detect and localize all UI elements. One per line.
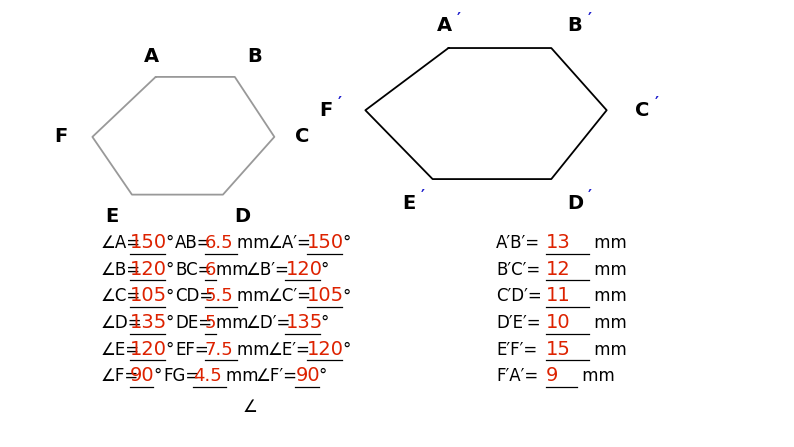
Text: mm: mm — [216, 314, 253, 332]
Text: mm: mm — [589, 234, 626, 252]
Text: F: F — [319, 101, 333, 120]
Text: 120: 120 — [286, 260, 322, 278]
Text: AB=: AB= — [175, 234, 212, 252]
Text: 120: 120 — [307, 340, 344, 358]
Text: mm: mm — [589, 261, 626, 278]
Text: ′: ′ — [654, 96, 658, 111]
Text: 90: 90 — [130, 366, 155, 385]
Text: ∠A′=: ∠A′= — [268, 234, 311, 252]
Text: 15: 15 — [545, 340, 571, 358]
Text: E′F′=: E′F′= — [496, 341, 538, 358]
Text: 90: 90 — [295, 366, 320, 385]
Text: ′: ′ — [588, 12, 592, 27]
Text: 10: 10 — [545, 313, 570, 332]
Text: °: ° — [342, 341, 350, 358]
Text: C′D′=: C′D′= — [496, 287, 542, 305]
Text: ∠C′=: ∠C′= — [268, 287, 311, 305]
Text: ∠F=: ∠F= — [100, 367, 138, 385]
Text: C: C — [295, 127, 309, 146]
Text: ∠B=: ∠B= — [100, 261, 141, 278]
Text: 150: 150 — [130, 233, 168, 252]
Text: FG=: FG= — [164, 367, 199, 385]
Text: ′: ′ — [588, 190, 592, 204]
Text: D: D — [567, 194, 583, 213]
Text: 12: 12 — [545, 260, 570, 278]
Text: °: ° — [165, 261, 173, 278]
Text: °: ° — [342, 287, 350, 305]
Text: mm: mm — [237, 287, 275, 305]
Text: 135: 135 — [286, 313, 322, 332]
Text: °: ° — [165, 287, 173, 305]
Text: ∠B′=: ∠B′= — [245, 261, 290, 278]
Text: mm: mm — [577, 367, 615, 385]
Text: mm: mm — [216, 261, 253, 278]
Text: A: A — [437, 17, 452, 35]
Text: 6.5: 6.5 — [205, 234, 233, 252]
Text: 6: 6 — [205, 261, 216, 278]
Text: ′: ′ — [457, 12, 461, 27]
Text: BC=: BC= — [175, 261, 211, 278]
Text: B: B — [568, 17, 583, 35]
Text: °: ° — [342, 234, 350, 252]
Text: °: ° — [165, 314, 173, 332]
Text: °: ° — [165, 341, 173, 358]
Text: mm: mm — [237, 234, 275, 252]
Text: °: ° — [320, 261, 329, 278]
Text: 11: 11 — [545, 286, 570, 305]
Text: 5: 5 — [205, 314, 217, 332]
Text: 120: 120 — [130, 340, 168, 358]
Text: A: A — [145, 47, 160, 67]
Text: 105: 105 — [307, 286, 344, 305]
Text: B: B — [247, 47, 262, 67]
Text: °: ° — [165, 234, 173, 252]
Text: 135: 135 — [130, 313, 168, 332]
Text: A′B′=: A′B′= — [496, 234, 540, 252]
Text: 9: 9 — [545, 366, 558, 385]
Text: ∠C=: ∠C= — [100, 287, 141, 305]
Text: 105: 105 — [130, 286, 168, 305]
Text: °: ° — [318, 367, 327, 385]
Text: mm: mm — [225, 367, 264, 385]
Text: ∠E=: ∠E= — [100, 341, 140, 358]
Text: mm: mm — [589, 287, 626, 305]
Text: CD=: CD= — [175, 287, 214, 305]
Text: ′: ′ — [421, 190, 425, 204]
Text: F′A′=: F′A′= — [496, 367, 538, 385]
Text: D′E′=: D′E′= — [496, 314, 541, 332]
Text: B′C′=: B′C′= — [496, 261, 540, 278]
Text: 4.5: 4.5 — [193, 367, 222, 385]
Text: 120: 120 — [130, 260, 168, 278]
Text: E: E — [403, 194, 415, 213]
Text: ∠D=: ∠D= — [100, 314, 142, 332]
Text: ∠E′=: ∠E′= — [268, 341, 310, 358]
Text: ∠F′=: ∠F′= — [256, 367, 298, 385]
Text: D: D — [235, 207, 251, 226]
Text: EF=: EF= — [175, 341, 209, 358]
Text: mm: mm — [589, 314, 626, 332]
Text: °: ° — [320, 314, 329, 332]
Text: 5.5: 5.5 — [205, 287, 233, 305]
Text: E: E — [106, 207, 119, 226]
Text: °: ° — [153, 367, 162, 385]
Text: DE=: DE= — [175, 314, 212, 332]
Text: ∠D′=: ∠D′= — [245, 314, 291, 332]
Text: C: C — [635, 101, 649, 120]
Text: F: F — [54, 127, 67, 146]
Text: mm: mm — [589, 341, 626, 358]
Text: mm: mm — [237, 341, 275, 358]
Text: ∠: ∠ — [243, 398, 257, 416]
Text: ′: ′ — [338, 96, 342, 111]
Text: ∠A=: ∠A= — [100, 234, 141, 252]
Text: 150: 150 — [307, 233, 344, 252]
Text: 7.5: 7.5 — [205, 341, 233, 358]
Text: 13: 13 — [545, 233, 570, 252]
